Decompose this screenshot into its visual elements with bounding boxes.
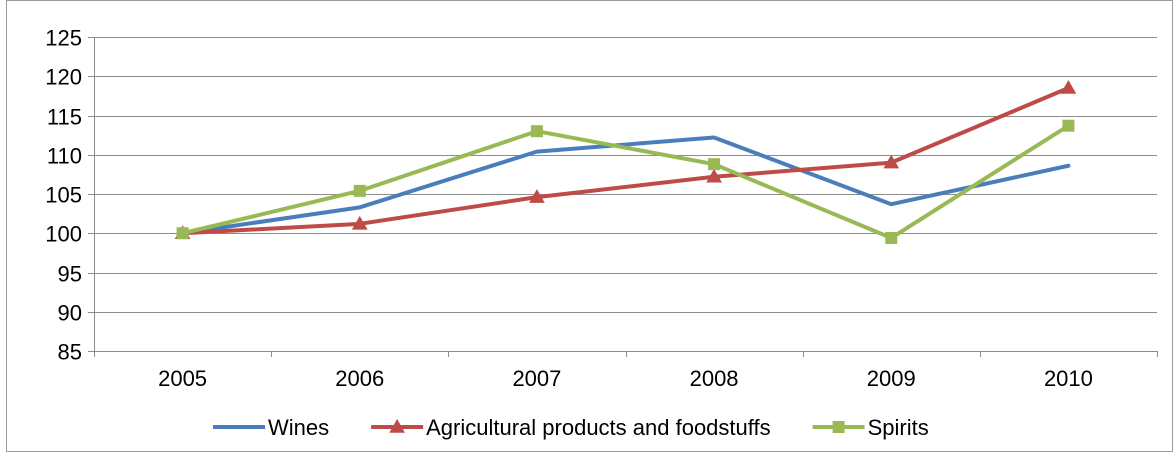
y-tick-label: 125	[45, 26, 82, 51]
x-tick-label: 2007	[512, 366, 561, 391]
y-tick-label: 95	[58, 262, 82, 287]
legend-item-agricultural-products-and-foodstuffs: Agricultural products and foodstuffs	[371, 415, 771, 440]
data-point-agricultural-products-and-foodstuffs	[1060, 80, 1077, 94]
data-point-spirits	[176, 227, 189, 240]
legend-item-spirits: Spirits	[812, 415, 929, 440]
legend-marker	[832, 421, 845, 433]
data-point-spirits	[708, 158, 721, 171]
y-tick-label: 105	[45, 183, 82, 208]
series-line-spirits	[180, 123, 1071, 240]
series-lines	[180, 86, 1071, 240]
y-tick-label: 85	[58, 340, 82, 365]
data-point-agricultural-products-and-foodstuffs	[529, 189, 545, 203]
x-tick-label: 2010	[1044, 366, 1093, 391]
x-tick-label: 2008	[690, 366, 739, 391]
y-tick-label: 100	[45, 222, 82, 247]
legend-item-wines: Wines	[213, 415, 329, 440]
legend-label: Agricultural products and foodstuffs	[426, 415, 770, 440]
legend-label: Wines	[268, 415, 329, 440]
data-point-spirits	[885, 231, 898, 244]
data-point-agricultural-products-and-foodstuffs	[883, 154, 900, 169]
y-tick-label: 110	[47, 144, 82, 169]
data-point-agricultural-products-and-foodstuffs	[706, 168, 722, 183]
series-markers	[174, 80, 1077, 244]
y-tick-label: 90	[58, 301, 82, 326]
data-point-agricultural-products-and-foodstuffs	[351, 215, 368, 230]
data-point-spirits	[353, 184, 366, 197]
x-tick-label: 2005	[158, 366, 207, 391]
series-line-wines	[180, 135, 1071, 236]
chart-border	[6, 0, 1173, 452]
y-tick-label: 115	[47, 105, 82, 130]
x-tick-label: 2009	[867, 366, 916, 391]
x-tick-label: 2006	[335, 366, 384, 391]
data-point-spirits	[530, 125, 543, 138]
legend: Wines Agricultural products and foodstuff…	[213, 415, 929, 440]
legend-label: Spirits	[868, 415, 929, 440]
axes: 85 90 95 100 105 110 115 120 125 2005 2006 2007 2008…	[45, 26, 1158, 391]
series-line-agricultural-products-and-foodstuffs	[180, 86, 1071, 236]
gridlines	[94, 37, 1157, 313]
data-point-spirits	[1062, 119, 1075, 132]
y-tick-label: 120	[45, 65, 82, 90]
legend-marker	[389, 418, 405, 433]
